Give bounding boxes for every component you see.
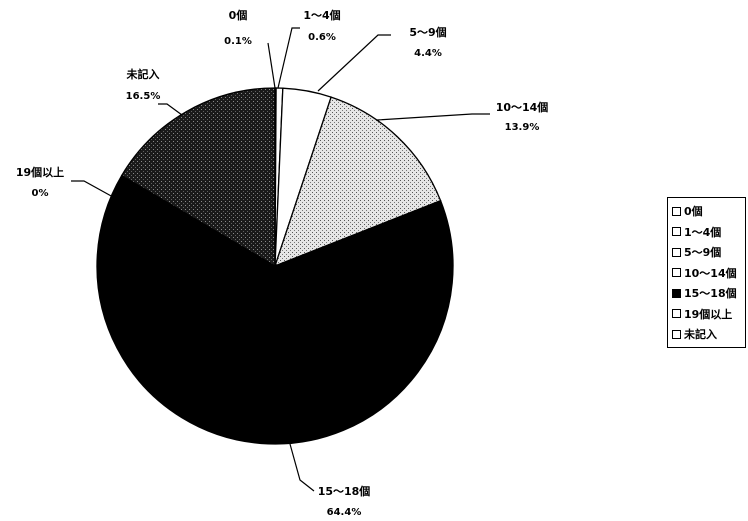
slice-value-label: 64.4% bbox=[327, 507, 362, 518]
legend-item: 10～14個 bbox=[672, 263, 745, 284]
chart-legend: 0個 1～4個 5～9個 10～14個 15～18個 19個以上未記入 bbox=[667, 197, 746, 348]
pie-slice bbox=[273, 96, 442, 268]
slice-value-label: 0.6% bbox=[308, 32, 336, 43]
slice-value-label: 16.5% bbox=[126, 91, 161, 102]
legend-swatch bbox=[672, 206, 681, 216]
leader-line bbox=[376, 113, 490, 121]
pie-slice bbox=[96, 174, 454, 445]
slice-value-label: 4.4% bbox=[414, 48, 442, 59]
slice-label: 未記入 bbox=[126, 67, 160, 81]
legend-label: 19個以上 bbox=[684, 307, 733, 321]
leader-line bbox=[317, 34, 391, 92]
pie-slice bbox=[120, 87, 276, 268]
legend-swatch bbox=[672, 309, 681, 319]
slice-label: 10～14個 bbox=[496, 100, 549, 114]
legend-item: 1～4個 bbox=[672, 222, 745, 243]
slice-label: 15～18個 bbox=[318, 484, 371, 498]
legend-swatch bbox=[672, 268, 681, 278]
legend-label: 0個 bbox=[684, 205, 703, 219]
slice-label: 0個 bbox=[229, 8, 248, 22]
slice-value-label: 13.9% bbox=[505, 122, 540, 133]
legend-item: 19個以上 bbox=[672, 304, 745, 325]
legend-swatch bbox=[672, 247, 681, 257]
legend-item: 未記入 bbox=[672, 324, 745, 345]
legend-label: 10～14個 bbox=[684, 266, 737, 280]
legend-item: 0個 bbox=[672, 201, 745, 222]
legend-swatch bbox=[672, 329, 681, 339]
legend-item: 15～18個 bbox=[672, 283, 745, 304]
leader-line bbox=[71, 180, 114, 198]
legend-swatch bbox=[672, 227, 681, 237]
legend-swatch bbox=[672, 288, 681, 298]
legend-label: 未記入 bbox=[684, 328, 717, 342]
slice-value-label: 0.1% bbox=[224, 36, 252, 47]
slice-value-label: 0% bbox=[32, 188, 49, 199]
slice-label: 5～9個 bbox=[409, 25, 446, 39]
legend-label: 1～4個 bbox=[684, 225, 722, 239]
legend-label: 5～9個 bbox=[684, 246, 722, 260]
leader-line bbox=[289, 443, 315, 492]
legend-label: 15～18個 bbox=[684, 287, 737, 301]
legend-item: 5～9個 bbox=[672, 242, 745, 263]
leader-line bbox=[267, 42, 276, 89]
slice-label: 19個以上 bbox=[16, 165, 64, 179]
leader-line bbox=[158, 103, 183, 116]
slice-label: 1～4個 bbox=[303, 8, 340, 22]
leader-line bbox=[277, 27, 300, 89]
